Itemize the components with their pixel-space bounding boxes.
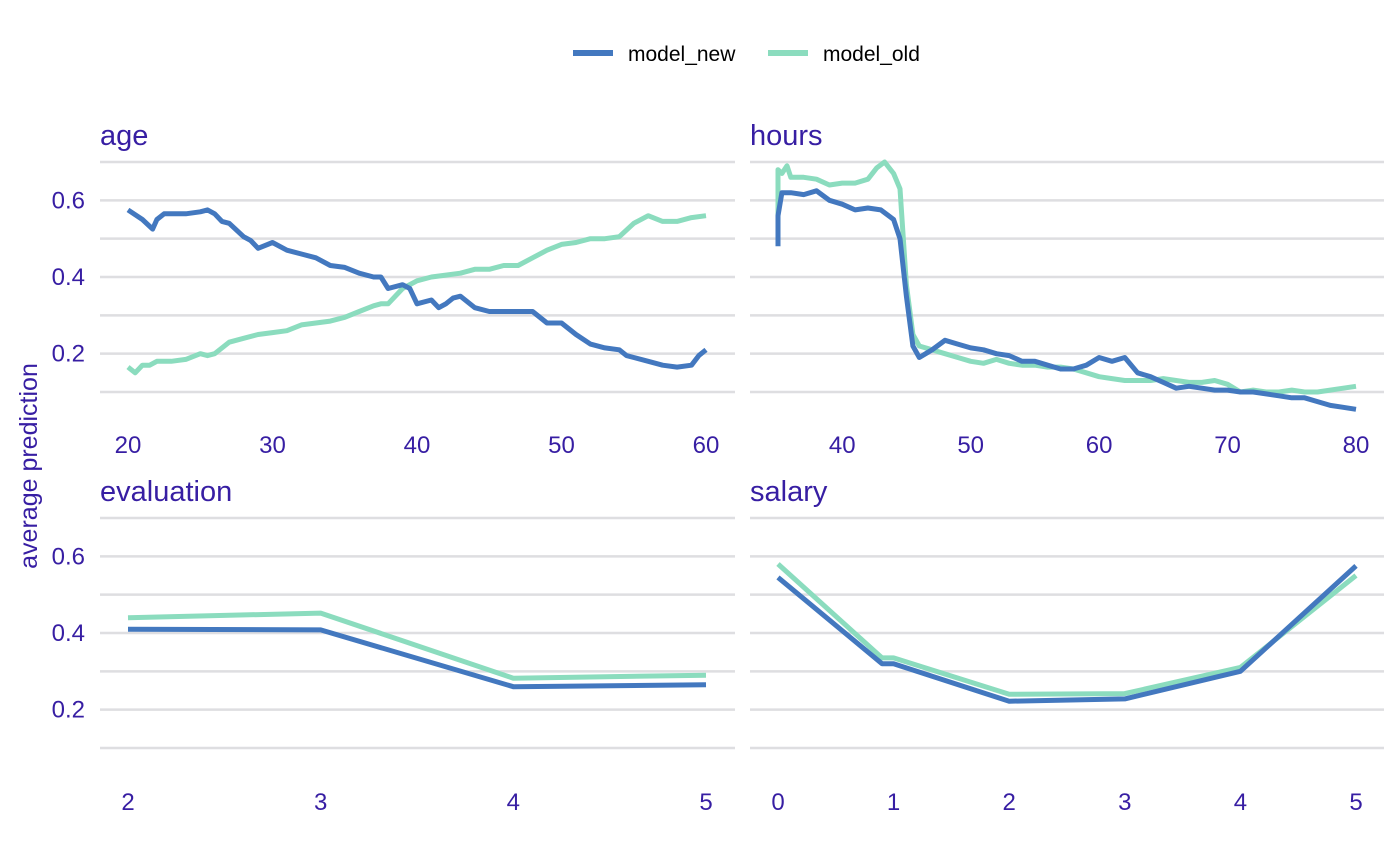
y-axis-label: average prediction <box>15 363 43 569</box>
y-tick-label: 0.2 <box>52 341 85 368</box>
legend-label-model_new: model_new <box>628 43 736 66</box>
x-tick-label: 80 <box>1343 432 1370 459</box>
panel-hours: hours 40 50 60 70 80 <box>750 120 1384 459</box>
x-tick-label: 60 <box>1086 432 1113 459</box>
x-tick-label: 3 <box>1118 789 1131 816</box>
y-tick-label: 0.4 <box>52 620 85 647</box>
panel-evaluation: evaluation 0.2 0.4 0.6 2 3 4 5 <box>52 476 735 816</box>
y-tick-label: 0.4 <box>52 264 85 291</box>
series-line-model_old <box>126 213 707 376</box>
legend-label-model_old: model_old <box>823 43 920 66</box>
series-line-model_new <box>776 564 1358 704</box>
x-tick-label: 0 <box>771 789 784 816</box>
x-tick-label: 3 <box>314 789 327 816</box>
panel-salary: salary 0 1 2 3 4 5 <box>750 476 1384 816</box>
y-tick-label: 0.6 <box>52 543 85 570</box>
x-tick-label: 20 <box>115 432 142 459</box>
y-tick-label: 0.6 <box>52 187 85 214</box>
series-line-model_old <box>776 562 1358 697</box>
x-tick-label: 40 <box>404 432 431 459</box>
x-tick-label: 1 <box>887 789 900 816</box>
panel-title: age <box>100 120 148 152</box>
x-tick-label: 5 <box>699 789 712 816</box>
x-tick-label: 5 <box>1349 789 1362 816</box>
x-tick-label: 2 <box>1003 789 1016 816</box>
series-line-model_old <box>127 610 707 681</box>
x-tick-label: 4 <box>507 789 520 816</box>
series-line-model_new <box>127 626 707 690</box>
x-tick-label: 2 <box>121 789 134 816</box>
x-tick-label: 60 <box>693 432 720 459</box>
x-tick-label: 50 <box>548 432 575 459</box>
series-line-model_new <box>126 207 708 370</box>
panel-title: evaluation <box>100 476 232 508</box>
y-tick-label: 0.2 <box>52 697 85 724</box>
panel-title: hours <box>750 120 823 152</box>
x-tick-label: 40 <box>829 432 856 459</box>
series-line-model_new <box>775 188 1357 412</box>
x-tick-label: 30 <box>259 432 286 459</box>
legend: model_new model_old <box>573 43 920 66</box>
x-tick-label: 50 <box>957 432 984 459</box>
panel-title: salary <box>750 476 828 508</box>
panel-age: age 0.2 0.4 0.6 20 30 40 50 60 <box>52 120 735 459</box>
x-tick-label: 70 <box>1214 432 1241 459</box>
x-tick-label: 4 <box>1234 789 1247 816</box>
